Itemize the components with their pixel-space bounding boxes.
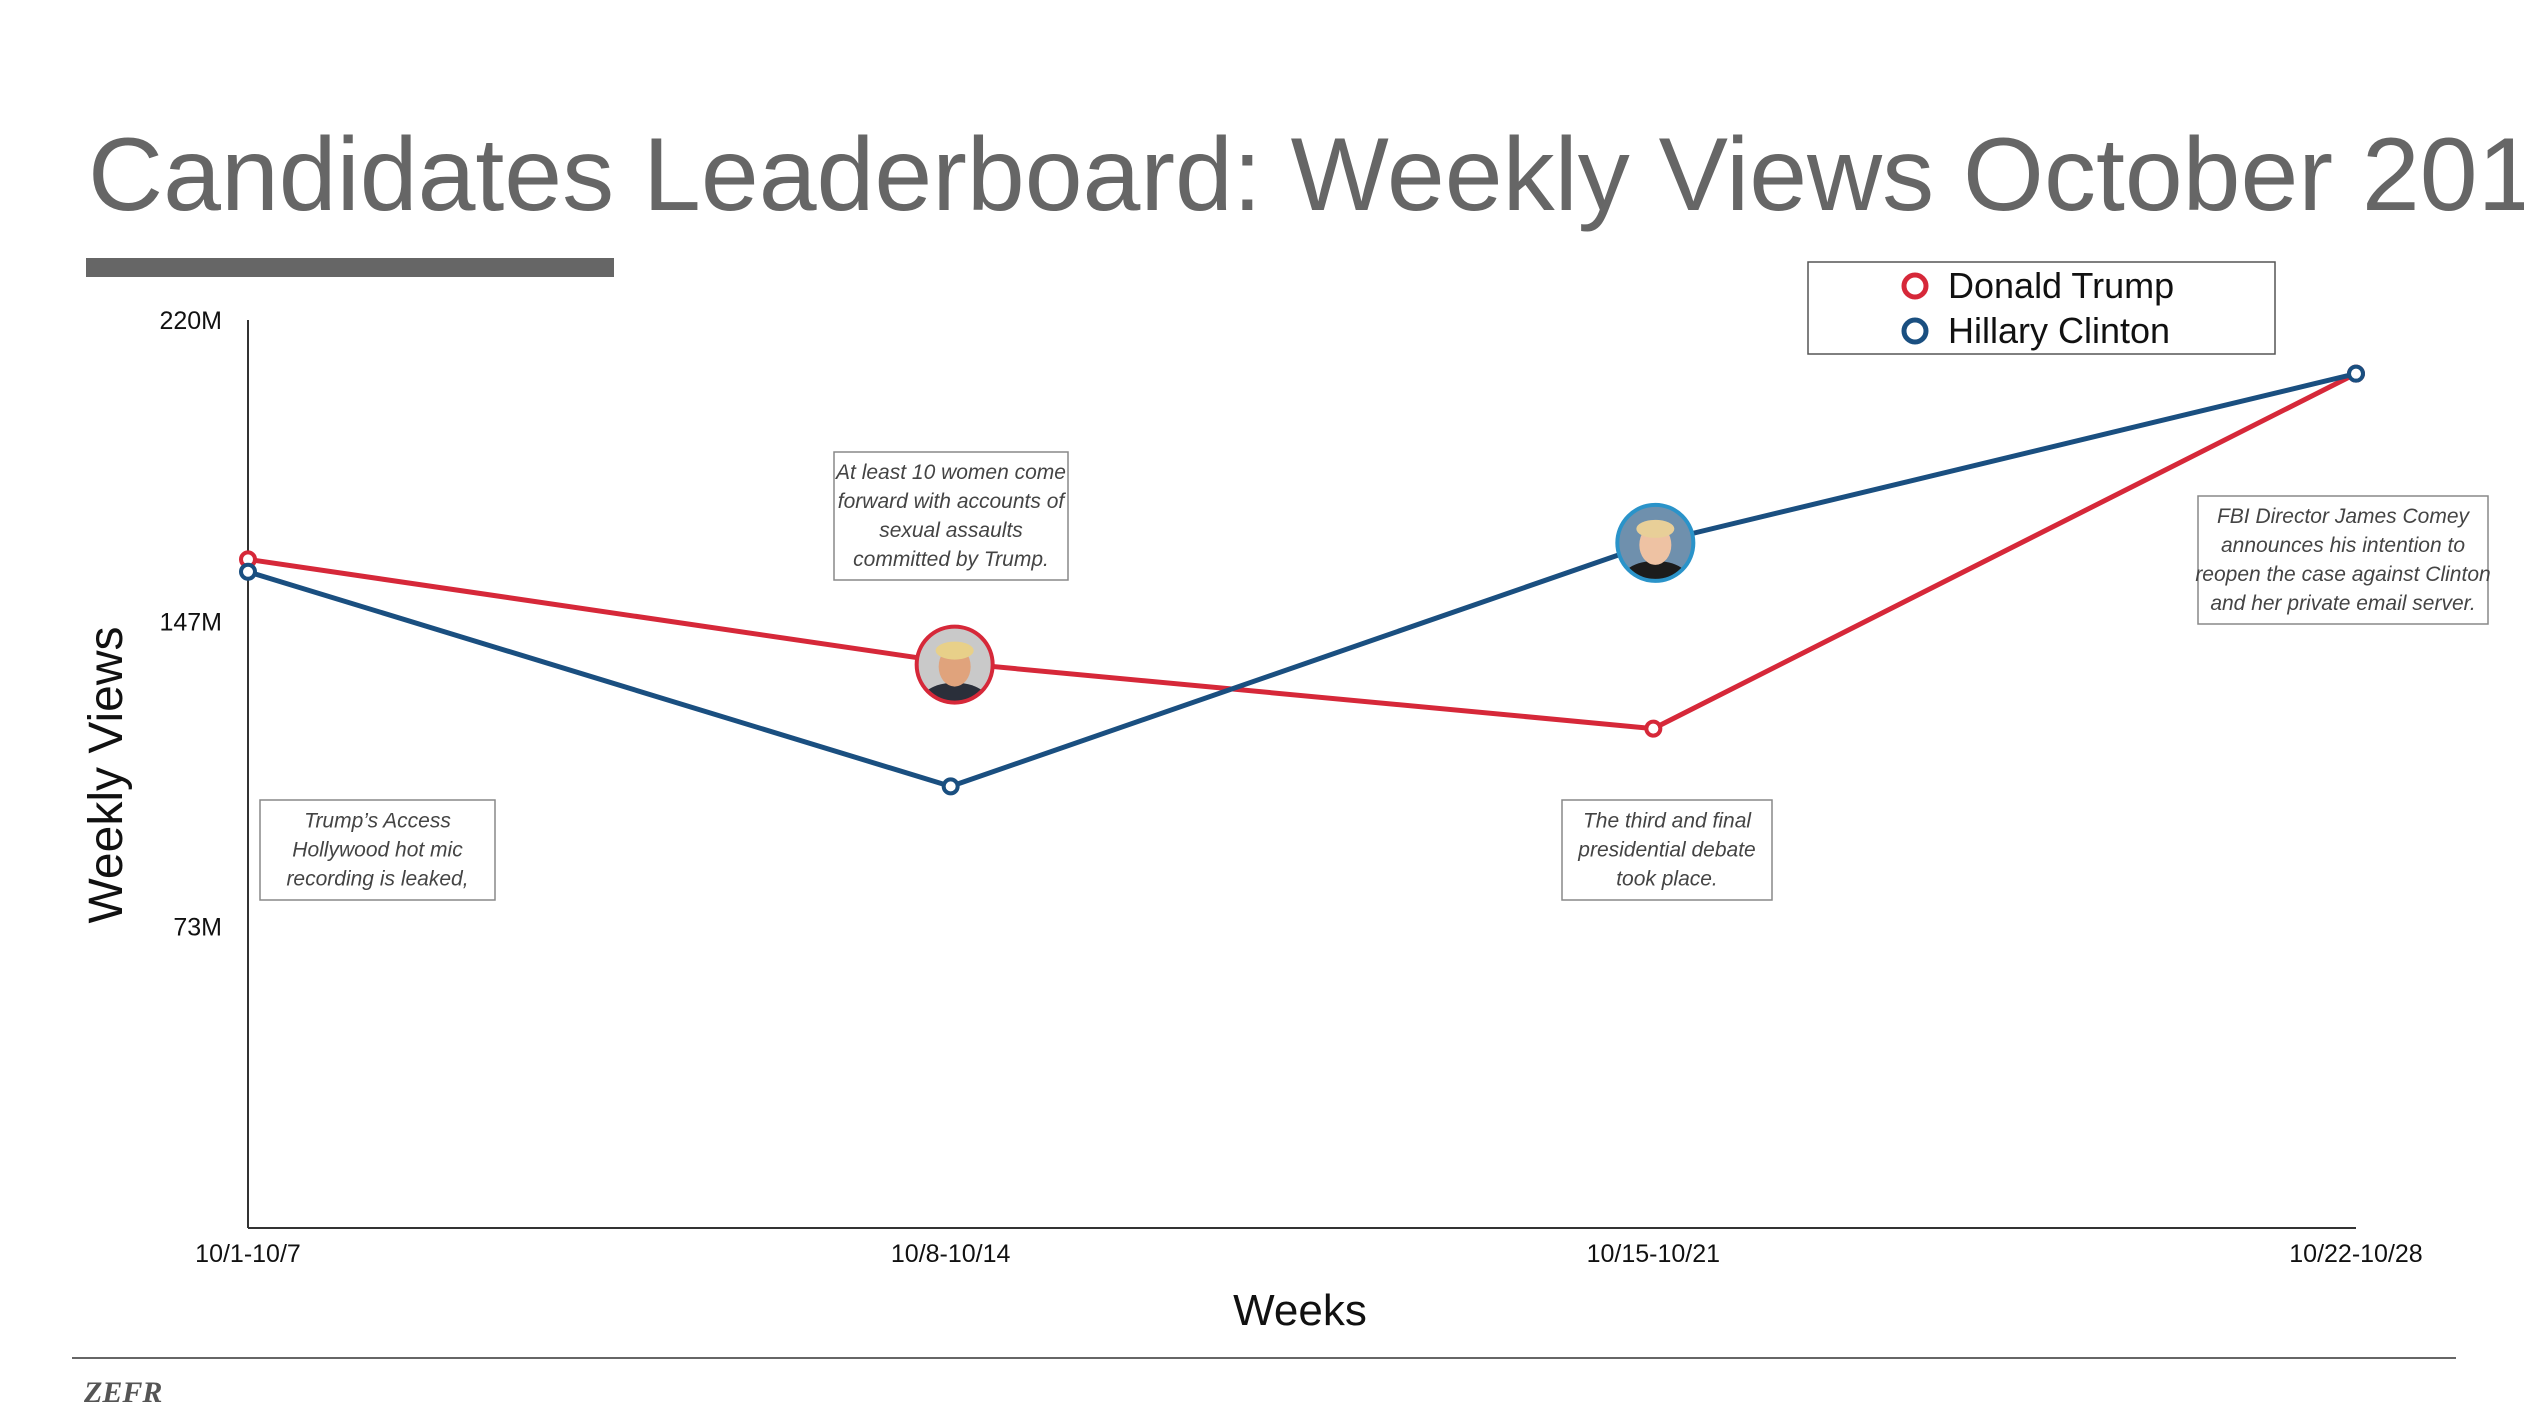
legend-item-donald-trump: Donald Trump [1901,265,2174,306]
annotation-text-line: and her private email server. [2210,592,2475,615]
y-ticks: 220M 147M 73M [159,307,222,942]
annotation-text-line: FBI Director James Comey [2217,505,2471,528]
annotation-text-line: Hollywood hot mic [292,839,463,862]
portraits [914,502,1696,705]
x-axis-label: Weeks [1233,1286,1367,1335]
series-line-hillary-clinton [247,371,2357,789]
annotations: Trump’s Access Hollywood hot mic recording… [259,451,2491,901]
legend-marker [1901,272,1929,300]
x-ticks: 10/1-10/7 10/8-10/14 10/15-10/21 10/22-10/2… [195,1240,2423,1268]
zefr-logo: ZEFR [83,1376,162,1409]
annotation-text-line: committed by Trump. [853,548,1049,571]
legend-label: Donald Trump [1948,265,2174,306]
data-point[interactable] [941,777,960,796]
annotation-text-line: recording is leaked, [286,868,468,891]
legend-label: Hillary Clinton [1948,310,2170,351]
annotation-text-line: announces his intention to [2221,534,2465,557]
x-tick-label: 10/22-10/28 [2289,1240,2422,1268]
annotation-text-line: At least 10 women come [834,461,1066,484]
annotation-text-line: sexual assaults [879,519,1023,542]
annotation-10-1-10-7: Trump’s Access Hollywood hot mic recording… [259,799,496,901]
annotation-text-line: Trump’s Access [304,810,451,833]
y-axis-label: Weekly Views [80,627,133,924]
x-tick-label: 10/1-10/7 [195,1240,301,1268]
annotation-10-22-10-28: FBI Director James Comey announces his in… [2195,495,2491,625]
portrait-ring [1615,502,1696,583]
annotation-text-line: forward with accounts of [838,490,1067,513]
legend-box [1807,261,2276,355]
series-line-donald-trump [247,371,2358,732]
chart-title: Candidates Leaderboard: Weekly Views Oct… [88,117,2524,233]
annotation-text-line: took place. [1616,868,1718,891]
annotation-box [2197,495,2489,625]
portrait-donald-trump [914,624,995,705]
annotation-10-8-10-14: At least 10 women come forward with accou… [833,451,1069,581]
title-underline [86,258,614,277]
y-tick-label: 147M [159,608,222,636]
portrait-hillary-clinton [1615,502,1696,583]
x-tick-label: 10/15-10/21 [1587,1240,1720,1268]
annotation-10-15-10-21: The third and final presidential debate to… [1561,799,1773,901]
annotation-text-line: reopen the case against Clinton [2195,563,2490,586]
legend-item-hillary-clinton: Hillary Clinton [1901,310,2170,351]
series-donald-trump [239,364,2365,738]
annotation-box [833,451,1069,581]
annotation-text-line: presidential debate [1577,839,1755,862]
annotation-text-line: The third and final [1583,810,1752,833]
data-point[interactable] [1644,719,1663,738]
y-tick-label: 220M [159,307,222,335]
data-point[interactable] [2347,364,2365,383]
annotation-box [259,799,496,901]
y-tick-label: 73M [173,914,222,942]
legend-marker [1901,317,1929,345]
x-tick-label: 10/8-10/14 [891,1240,1011,1268]
annotation-box [1561,799,1773,901]
series [239,364,2365,796]
data-point[interactable] [239,562,257,581]
series-hillary-clinton [239,364,2365,796]
portrait-ring [914,624,995,705]
